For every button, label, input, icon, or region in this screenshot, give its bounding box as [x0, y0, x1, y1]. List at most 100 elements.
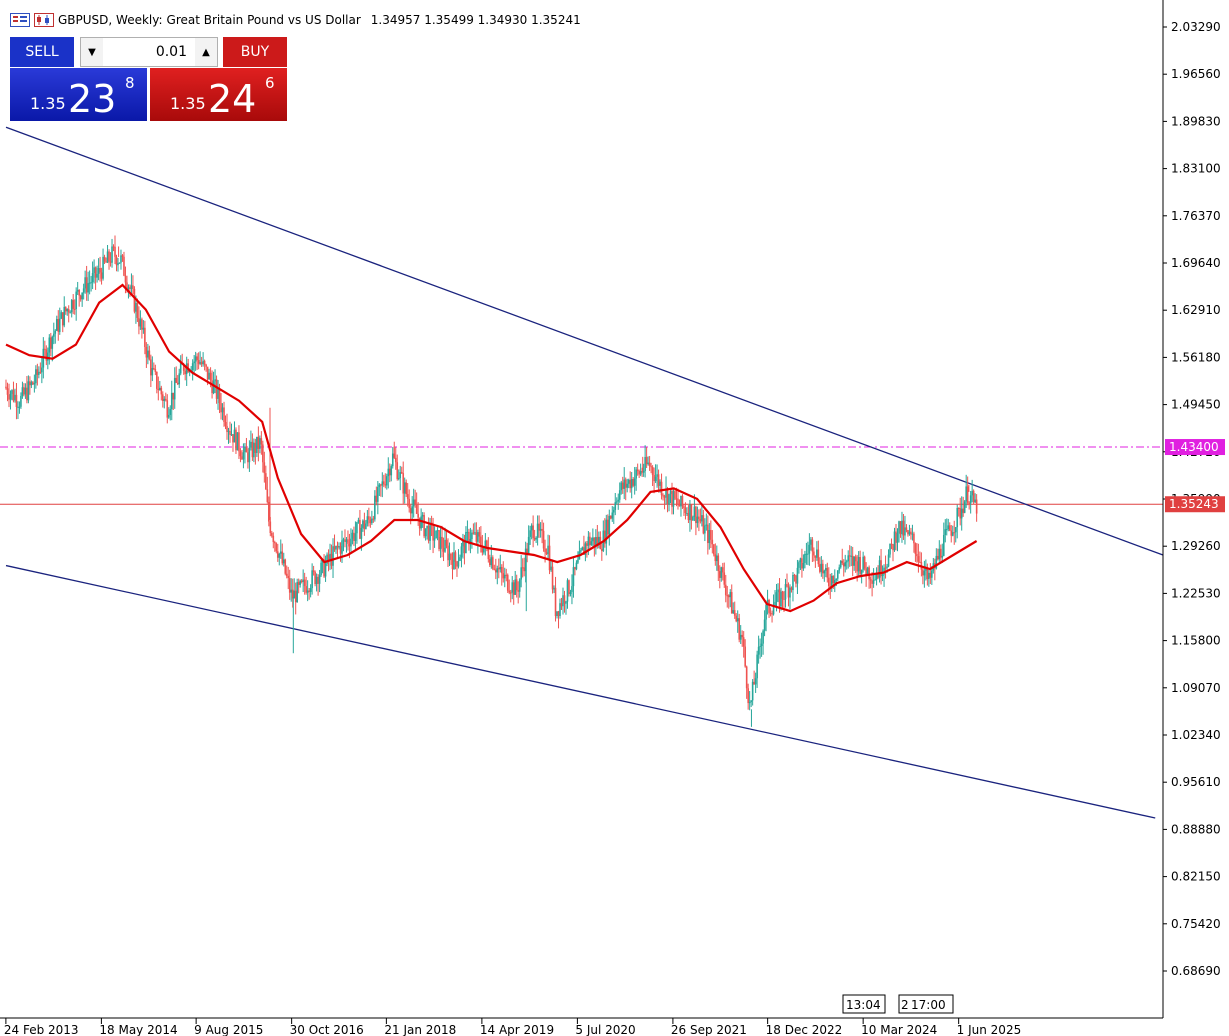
- candle-body: [342, 539, 345, 541]
- y-tick-label: 1.56180: [1171, 350, 1221, 364]
- trendline-upper[interactable]: [5, 126, 1164, 556]
- chart-type-icon[interactable]: [34, 13, 54, 27]
- candle-body: [251, 441, 254, 458]
- candle-body: [660, 481, 663, 496]
- candle-body: [199, 362, 201, 364]
- candle-body: [345, 539, 348, 542]
- candle-body: [875, 574, 878, 580]
- candle-body: [577, 559, 579, 563]
- candle-body: [324, 563, 327, 577]
- candle-body: [557, 611, 560, 617]
- candle-body: [747, 688, 749, 704]
- candle-body: [595, 537, 597, 547]
- candle-body: [471, 532, 473, 539]
- candle-body: [678, 504, 681, 507]
- sell-quote[interactable]: 1.35 23 8: [10, 68, 147, 121]
- candle-body: [272, 535, 275, 543]
- candle-body: [811, 539, 814, 552]
- candle-body: [693, 506, 696, 517]
- candle-body: [8, 394, 10, 400]
- moving-average-line[interactable]: [5, 283, 978, 613]
- candle-body: [592, 537, 594, 542]
- lot-size-input[interactable]: 0.01: [155, 44, 187, 60]
- candle-body: [783, 598, 785, 600]
- candle-body: [759, 646, 761, 648]
- candle-body: [698, 516, 700, 519]
- candle-body: [26, 387, 28, 401]
- clock-box-left: [842, 994, 886, 1014]
- candle-body: [170, 392, 173, 410]
- candle-body: [450, 553, 452, 560]
- x-tick-label: 10 Mar 2024: [861, 1023, 937, 1036]
- candle-body: [893, 531, 896, 551]
- lot-increase-icon[interactable]: ▲: [195, 38, 217, 66]
- candle-body: [97, 268, 100, 274]
- candle-body: [857, 557, 860, 572]
- candles: [5, 235, 978, 727]
- candle-body: [248, 447, 251, 463]
- candle-body: [126, 282, 128, 290]
- buy-button[interactable]: BUY: [223, 37, 287, 67]
- x-tick-label: 30 Oct 2016: [290, 1023, 364, 1036]
- candle-body: [736, 618, 739, 622]
- candle-body: [917, 556, 920, 562]
- candle-body: [397, 478, 400, 480]
- candle-body: [408, 498, 410, 509]
- y-tick-label: 1.09070: [1171, 681, 1221, 695]
- candle-body: [33, 383, 36, 385]
- candle-body: [880, 560, 882, 577]
- candle-body: [235, 429, 237, 451]
- candle-body: [472, 532, 475, 534]
- candle-body: [421, 515, 424, 517]
- candle-body: [6, 388, 9, 395]
- candle-body: [288, 578, 291, 593]
- candle-body: [836, 570, 839, 579]
- candle-body: [153, 368, 155, 370]
- candle-body: [387, 468, 390, 477]
- candle-body: [615, 501, 618, 503]
- candle-body: [371, 518, 373, 524]
- candle-body: [196, 356, 198, 361]
- trendline-lower[interactable]: [5, 564, 1156, 819]
- candle-body: [208, 372, 210, 380]
- candle-body: [203, 360, 206, 365]
- candle-body: [51, 336, 54, 349]
- candle-body: [12, 390, 15, 401]
- candle-body: [535, 537, 537, 540]
- candle-body: [868, 567, 870, 580]
- candle-body: [789, 587, 791, 598]
- candle-body: [333, 546, 336, 550]
- symbol-list-icon[interactable]: [10, 13, 30, 27]
- candle-body: [369, 519, 372, 524]
- candle-body: [76, 290, 79, 292]
- candle-body: [883, 567, 885, 575]
- candle-body: [774, 601, 776, 607]
- candle-body: [411, 506, 413, 514]
- candle-body: [412, 499, 415, 507]
- buy-quote[interactable]: 1.35 24 6: [150, 68, 287, 121]
- server-clock: 13:04 2 17:00: [842, 994, 954, 1014]
- candle-body: [84, 277, 86, 289]
- candle-body: [651, 467, 654, 475]
- candle-body: [941, 555, 944, 558]
- candle-body: [96, 273, 98, 278]
- candle-body: [571, 586, 573, 593]
- candle-body: [931, 570, 933, 578]
- lot-decrease-icon[interactable]: ▼: [81, 38, 103, 66]
- candle-body: [338, 546, 340, 548]
- candle-body: [15, 394, 18, 407]
- candle-body: [601, 549, 603, 551]
- y-tick-label: 0.95610: [1171, 775, 1221, 789]
- sell-button[interactable]: SELL: [10, 37, 74, 67]
- candle-body: [39, 371, 42, 373]
- candle-body: [569, 592, 572, 595]
- candle-body: [711, 539, 714, 545]
- x-tick-label: 24 Feb 2013: [4, 1023, 79, 1036]
- symbol-title: GBPUSD, Weekly:: [58, 13, 163, 27]
- y-tick-label: 1.76370: [1171, 209, 1221, 223]
- candle-body: [916, 554, 918, 557]
- candle-body: [620, 482, 623, 491]
- candle-body: [802, 562, 805, 569]
- candle-body: [659, 481, 661, 486]
